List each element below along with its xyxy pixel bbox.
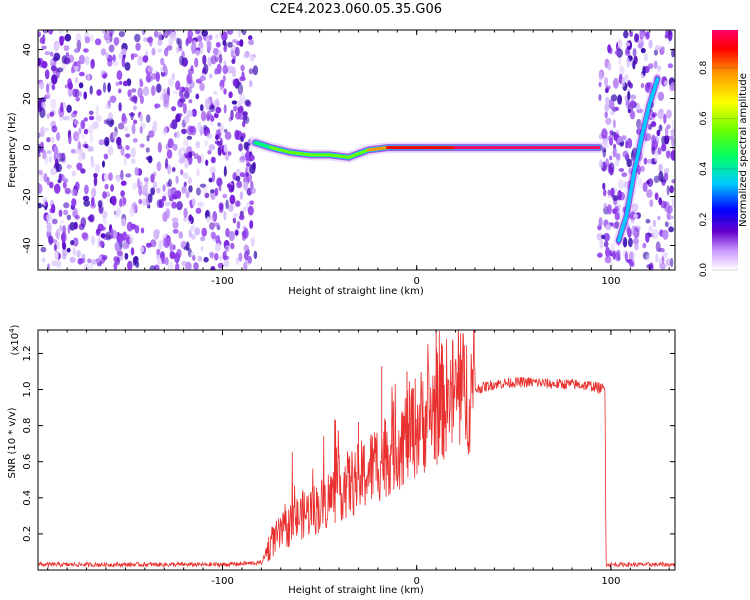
signal-trace-segment bbox=[327, 153, 351, 159]
snr-plot-area bbox=[38, 330, 675, 569]
colorbar-gradient bbox=[712, 30, 738, 270]
x-tick-label: 0 bbox=[414, 276, 420, 287]
snr-panel: -100 0 100 0.2 0.4 0.6 0.8 1.0 1.2 Height of st… bbox=[7, 324, 676, 596]
snr-line bbox=[38, 330, 675, 569]
spectrogram-y-label: Frequency (Hz) bbox=[7, 112, 18, 188]
secondary-trace-segment bbox=[648, 78, 659, 105]
y-tick-label: 1.0 bbox=[22, 382, 33, 398]
snr-frame bbox=[37, 329, 676, 571]
signal-trace-segment bbox=[347, 148, 370, 159]
y-tick-label: 40 bbox=[22, 43, 33, 56]
y-tick-label: 0.4 bbox=[22, 490, 33, 506]
y-tick-label: 0.6 bbox=[22, 454, 33, 470]
snr-multiplier-label: (x104) bbox=[8, 324, 21, 355]
signal-trace bbox=[250, 137, 605, 163]
colorbar-tick-label: 0.2 bbox=[699, 212, 709, 226]
snr-y-label: SNR (10 * v/v) bbox=[7, 407, 18, 478]
snr-y-axis: 0.2 0.4 0.6 0.8 1.0 1.2 bbox=[22, 346, 675, 542]
noise-region bbox=[38, 30, 259, 270]
colorbar-ticks: 0.0 0.2 0.4 0.6 0.8 bbox=[699, 60, 738, 277]
colorbar-tick-label: 0.6 bbox=[699, 111, 709, 126]
x-tick-label: -100 bbox=[211, 576, 234, 587]
y-tick-label: -20 bbox=[22, 188, 33, 204]
spectrogram-y-axis: -40 -20 0 20 40 bbox=[22, 43, 675, 254]
x-tick-label: 0 bbox=[414, 576, 420, 587]
x-tick-label: -100 bbox=[211, 276, 234, 287]
spectrogram-x-label: Height of straight line (km) bbox=[288, 286, 424, 297]
spectrogram-plot-area bbox=[38, 30, 675, 270]
signal-trace-segment bbox=[366, 146, 390, 152]
snr-x-label: Height of straight line (km) bbox=[288, 585, 424, 596]
y-tick-label: 0.8 bbox=[22, 418, 33, 434]
x-tick-label: 100 bbox=[601, 276, 620, 287]
secondary-trace bbox=[613, 74, 663, 246]
y-tick-label: 0 bbox=[22, 144, 33, 150]
secondary-trace-segment bbox=[617, 215, 628, 242]
colorbar-tick-label: 0.4 bbox=[699, 161, 709, 176]
spectrogram-x-axis: -100 0 100 bbox=[47, 30, 670, 287]
x-tick-label: 100 bbox=[601, 576, 620, 587]
colorbar-label: Normalized spectral amplitude bbox=[738, 73, 749, 227]
signal-trace-segment bbox=[289, 150, 312, 157]
spectrogram-frame bbox=[37, 29, 676, 271]
colorbar-tick-label: 0.8 bbox=[699, 60, 709, 75]
y-tick-label: 0.2 bbox=[22, 526, 33, 542]
snr-x-axis: -100 0 100 bbox=[47, 330, 670, 587]
figure-title: C2E4.2023.060.05.35.G06 bbox=[270, 2, 442, 17]
spectrogram-panel: -100 0 100 -40 -20 0 20 40 Height of straight … bbox=[7, 29, 676, 297]
colorbar-tick-label: 0.0 bbox=[699, 263, 709, 278]
y-tick-label: -40 bbox=[22, 237, 33, 253]
secondary-trace-segment bbox=[641, 102, 651, 137]
secondary-trace-segment bbox=[625, 171, 636, 218]
y-tick-label: 1.2 bbox=[22, 346, 33, 362]
secondary-trace-segment bbox=[633, 134, 643, 173]
y-tick-label: 20 bbox=[22, 92, 33, 105]
snr-multiplier-exponent: 4 bbox=[8, 328, 16, 333]
colorbar: 0.0 0.2 0.4 0.6 0.8 Normalized spectral ampl… bbox=[699, 30, 749, 277]
signal-trace-segment bbox=[269, 146, 292, 154]
signal-trace-segment bbox=[254, 141, 273, 150]
